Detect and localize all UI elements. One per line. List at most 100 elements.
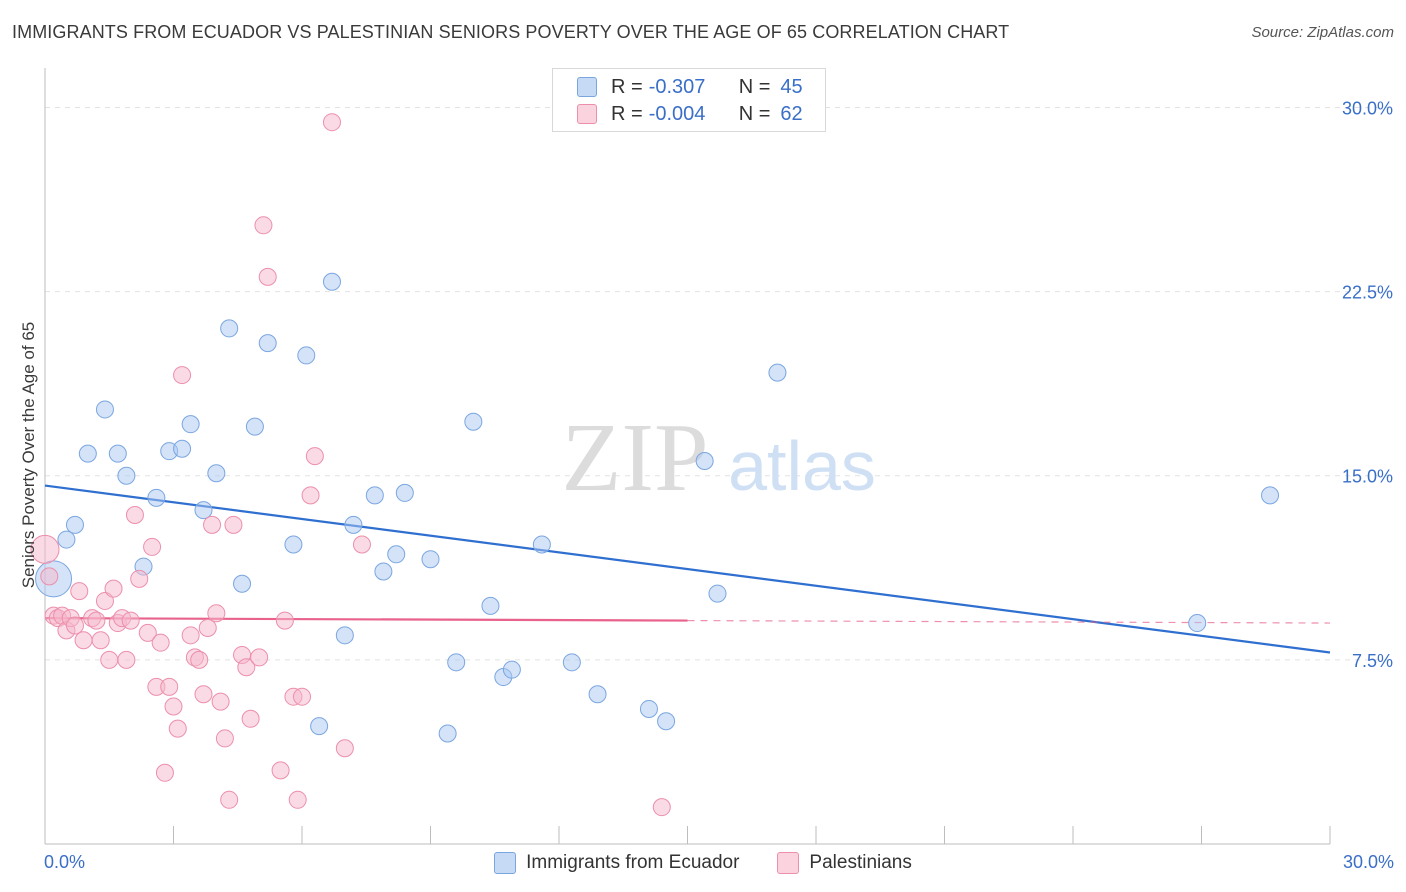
n-label: N = — [738, 102, 771, 125]
data-point-palestinians — [198, 618, 217, 637]
data-point-ecuador — [1261, 486, 1280, 505]
legend-label-ecuador: Immigrants from Ecuador — [526, 852, 740, 873]
x-tick-max: 30.0% — [1342, 852, 1394, 872]
data-point-palestinians — [322, 113, 341, 132]
data-point-palestinians — [155, 763, 174, 782]
data-point-ecuador — [258, 334, 277, 353]
data-point-palestinians — [65, 616, 84, 635]
data-point-ecuador — [365, 486, 384, 505]
data-point-palestinians — [241, 709, 260, 728]
r-label: R = — [611, 75, 643, 98]
data-point-palestinians — [275, 611, 294, 630]
data-points — [30, 113, 1280, 817]
axes — [44, 68, 1331, 845]
data-point-palestinians — [250, 648, 269, 667]
y-tick-labels: 7.5% 15.0% 22.5% 30.0% — [1342, 98, 1393, 670]
data-point-ecuador — [387, 545, 406, 564]
data-point-palestinians — [95, 591, 114, 610]
data-point-palestinians — [130, 569, 149, 588]
data-point-ecuador — [768, 363, 787, 382]
y-tick-label: 30.0% — [1342, 98, 1393, 118]
data-point-palestinians — [335, 739, 354, 758]
series-legend: Immigrants from Ecuador Palestinians — [0, 852, 1406, 874]
y-tick-label: 7.5% — [1352, 651, 1393, 671]
data-point-ecuador — [194, 501, 213, 520]
trend-line-palestinians — [44, 617, 688, 622]
data-point-palestinians — [30, 534, 60, 564]
data-point-ecuador — [108, 444, 127, 463]
legend-label-palestinians: Palestinians — [809, 852, 912, 873]
data-point-ecuador — [708, 584, 727, 603]
data-point-palestinians — [181, 626, 200, 645]
data-point-ecuador — [639, 699, 658, 718]
watermark-atlas: atlas — [728, 427, 876, 505]
legend-swatch-ecuador — [577, 77, 597, 97]
data-point-ecuador — [297, 346, 316, 365]
trend-line-ecuador — [44, 484, 1331, 654]
y-axis-label: Seniors Poverty Over the Age of 65 — [19, 321, 38, 589]
legend-row-palestinians: R = -0.004 N = 62 — [577, 101, 803, 127]
data-point-palestinians — [288, 790, 307, 809]
data-point-ecuador — [65, 515, 84, 534]
data-point-palestinians — [220, 790, 239, 809]
data-point-palestinians — [271, 761, 290, 780]
data-point-ecuador — [464, 412, 483, 431]
data-point-ecuador — [502, 660, 521, 679]
data-point-ecuador — [220, 319, 239, 338]
trend-line-palestinians-extension — [687, 619, 1331, 624]
data-point-palestinians — [215, 729, 234, 748]
data-point-ecuador — [284, 535, 303, 554]
data-point-palestinians — [70, 582, 89, 601]
data-point-palestinians — [352, 535, 371, 554]
n-label: N = — [738, 75, 771, 98]
legend-swatch-palestinians — [777, 852, 800, 874]
r-label: R = — [611, 102, 643, 125]
legend-item-palestinians: Palestinians — [777, 852, 912, 874]
data-point-ecuador — [695, 452, 714, 470]
data-point-palestinians — [91, 631, 110, 650]
data-point-ecuador — [207, 464, 226, 483]
data-point-ecuador — [310, 717, 329, 736]
legend-swatch-palestinians — [577, 104, 597, 124]
data-point-palestinians — [305, 447, 324, 466]
data-point-ecuador — [532, 535, 551, 554]
gridlines — [45, 106, 1395, 661]
data-point-palestinians — [138, 623, 157, 642]
data-point-palestinians — [301, 486, 320, 505]
data-point-palestinians — [207, 604, 226, 623]
data-point-palestinians — [164, 697, 183, 716]
data-point-ecuador — [335, 626, 354, 645]
legend-item-ecuador: Immigrants from Ecuador — [494, 852, 739, 874]
data-point-palestinians — [40, 567, 59, 586]
data-point-ecuador — [173, 439, 192, 458]
legend-swatch-ecuador — [494, 852, 517, 874]
trend-lines — [44, 484, 1331, 654]
data-point-palestinians — [254, 216, 273, 235]
data-point-palestinians — [237, 658, 256, 677]
r-value: -0.307 — [648, 75, 706, 98]
data-point-palestinians — [652, 798, 671, 817]
data-point-ecuador — [657, 712, 676, 731]
data-point-ecuador — [1188, 614, 1207, 633]
data-point-palestinians — [293, 687, 311, 706]
data-point-ecuador — [117, 466, 136, 485]
data-point-palestinians — [125, 506, 144, 525]
data-point-palestinians — [104, 579, 123, 598]
data-point-ecuador — [181, 415, 200, 434]
data-point-ecuador — [395, 483, 414, 502]
y-tick-label: 15.0% — [1342, 467, 1393, 487]
data-point-ecuador — [245, 417, 264, 436]
data-point-palestinians — [160, 677, 179, 696]
data-point-palestinians — [173, 366, 192, 385]
data-point-ecuador — [588, 685, 607, 704]
data-point-ecuador — [481, 596, 500, 615]
data-point-ecuador — [147, 488, 166, 507]
data-point-palestinians — [190, 650, 209, 669]
data-point-ecuador — [344, 515, 363, 534]
data-point-palestinians — [117, 650, 136, 669]
data-point-ecuador — [562, 653, 581, 672]
data-point-ecuador — [57, 530, 76, 549]
n-value: 45 — [780, 75, 803, 98]
data-point-ecuador — [421, 550, 440, 569]
